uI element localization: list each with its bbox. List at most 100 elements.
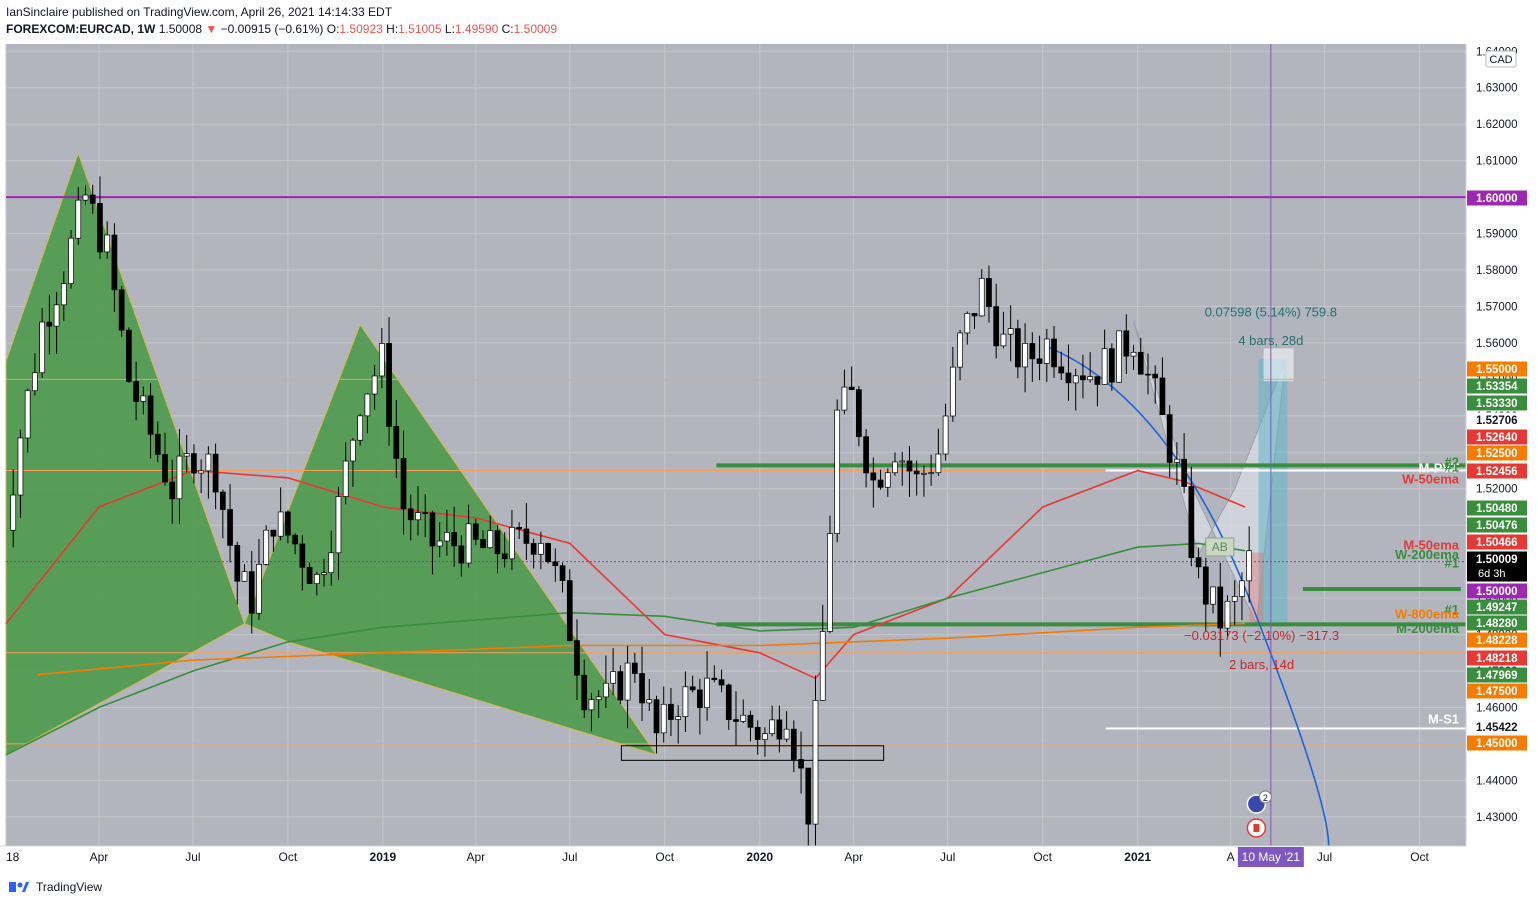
- price-label-bg: [1467, 599, 1527, 615]
- candle-body: [451, 532, 457, 547]
- footer-brand[interactable]: TradingView: [36, 880, 103, 894]
- position-bars-label: 4 bars, 28d: [1238, 333, 1303, 348]
- x-tick-label: Apr: [90, 850, 109, 864]
- candle-body: [60, 283, 67, 306]
- candle-body: [1195, 557, 1202, 568]
- last-price: 1.50008: [158, 22, 203, 36]
- candle-body: [17, 437, 24, 496]
- candle-body: [986, 278, 992, 307]
- candle-body: [1022, 343, 1028, 368]
- price-label: 1.48218: [1476, 653, 1518, 665]
- candle-body: [841, 386, 848, 411]
- candle-body: [812, 700, 819, 825]
- candle-body: [487, 530, 494, 549]
- x-tick-label: Apr: [466, 850, 485, 864]
- candle-body: [256, 564, 262, 614]
- candle-body: [133, 381, 139, 402]
- high-label: H:: [386, 22, 399, 36]
- candle-body: [53, 304, 60, 327]
- price-label: 1.60000: [1476, 193, 1518, 205]
- candle-body: [248, 571, 255, 614]
- line-label-7: #1: [1445, 602, 1459, 617]
- line-label-10: M-S1: [1428, 712, 1459, 727]
- candle-body: [1051, 338, 1057, 368]
- candle-body: [212, 453, 219, 493]
- candle-body: [819, 631, 826, 701]
- candle-body: [1210, 586, 1216, 605]
- candle-body: [285, 511, 291, 536]
- line-label-3: W-50ema: [1402, 472, 1460, 487]
- price-label-bg: [1467, 517, 1527, 533]
- candle-body: [993, 306, 1000, 347]
- candle-body: [46, 321, 53, 327]
- price-change: −0.00915 (−0.61%): [220, 22, 324, 36]
- candle-body: [1000, 333, 1007, 347]
- candle-body: [754, 726, 761, 740]
- price-label-bg: [1467, 551, 1527, 582]
- candle-body: [509, 527, 515, 560]
- price-label: 1.50476: [1476, 520, 1518, 532]
- price-label-bg: [1467, 395, 1527, 411]
- candle-body: [725, 684, 732, 720]
- candle-body: [689, 686, 696, 691]
- candle-body: [906, 460, 913, 472]
- line-label-0: #2: [1445, 454, 1459, 469]
- candle-body: [1065, 372, 1072, 384]
- candle-body: [126, 329, 132, 382]
- candle-body: [595, 696, 602, 701]
- ab-label: AB: [1212, 540, 1228, 554]
- candle-body: [465, 523, 472, 564]
- position-tool-target: [1258, 359, 1288, 625]
- line-label-1: M-PVT: [1419, 461, 1460, 476]
- candle-body: [1058, 366, 1065, 374]
- candle-body: [957, 332, 963, 368]
- candle-body: [798, 759, 804, 769]
- y-tick-label: 1.57000: [1476, 301, 1518, 313]
- price-axis: [1466, 44, 1538, 846]
- candle-body: [386, 343, 392, 427]
- candle-body: [422, 512, 429, 514]
- candle-body: [364, 393, 371, 417]
- candle-body: [24, 390, 31, 439]
- position-loss-bars-label: 2 bars, 14d: [1229, 657, 1294, 672]
- candle-body: [227, 509, 233, 546]
- price-label: 1.50000: [1476, 586, 1518, 598]
- x-tick-label: Oct: [279, 850, 298, 864]
- event-count-text: 2: [1263, 793, 1268, 803]
- line-label-5: W-200ema: [1395, 547, 1460, 562]
- candle-body: [682, 686, 689, 717]
- x-tick-label: Oct: [1033, 850, 1052, 864]
- x-tick-label: Oct: [655, 850, 674, 864]
- price-label-bg: [1467, 534, 1527, 550]
- candle-body: [1181, 458, 1187, 487]
- candle-body: [458, 545, 465, 564]
- candle-body: [357, 415, 364, 441]
- tradingview-logo-icon: [9, 882, 29, 892]
- candle-body: [147, 395, 154, 435]
- price-label-bg: [1467, 412, 1527, 428]
- candle-body: [342, 460, 349, 497]
- candle-body: [1130, 351, 1137, 357]
- candle-body: [277, 511, 284, 537]
- candle-body: [205, 453, 212, 472]
- candle-body: [39, 321, 45, 374]
- price-label-bg: [1467, 429, 1527, 445]
- candle-body: [921, 472, 927, 475]
- candle-body: [335, 496, 342, 554]
- candle-body: [863, 436, 869, 474]
- candle-body: [588, 699, 595, 711]
- x-tick-label: 2021: [1124, 850, 1151, 864]
- candle-body: [942, 415, 949, 455]
- candle-body: [241, 571, 248, 582]
- symbol-label[interactable]: FOREXCOM:EURCAD, 1W: [6, 22, 156, 36]
- candle-body: [68, 237, 74, 284]
- x-tick-label: Apr: [844, 850, 863, 864]
- ema-w-800ema: [37, 622, 1246, 676]
- candle-body: [978, 278, 985, 317]
- candle-body: [1043, 338, 1050, 364]
- candle-body: [624, 662, 631, 701]
- candle-body: [516, 527, 523, 530]
- candle-body: [183, 453, 190, 457]
- candle-body: [494, 530, 501, 555]
